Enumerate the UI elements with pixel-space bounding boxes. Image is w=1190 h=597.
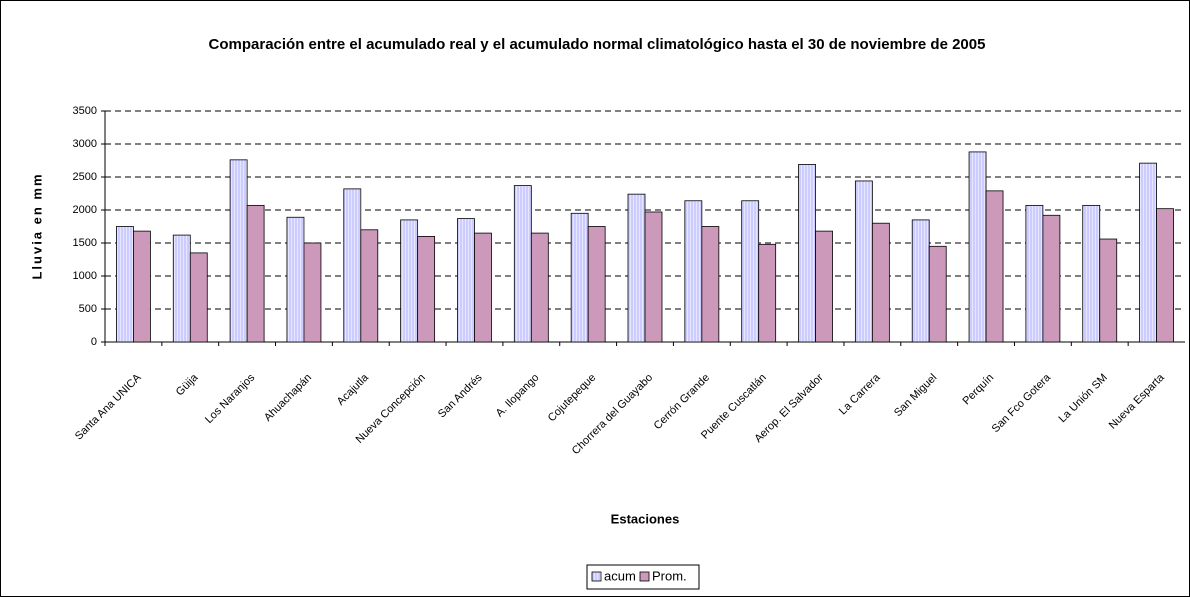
bar [343,188,362,343]
bar [513,185,532,343]
bar [741,200,760,343]
legend-swatch [591,571,602,582]
bar [360,229,379,343]
bar [871,222,890,343]
y-tick-label: 3500 [73,105,97,117]
y-tick-label: 2500 [73,171,97,183]
bar [229,159,248,343]
chart-title: Comparación entre el acumulado real y el… [209,36,986,53]
bar [815,230,833,343]
bar [1025,204,1044,343]
bar [1139,162,1157,343]
bar [587,226,606,343]
bar [400,219,419,343]
bar [189,252,208,343]
bar [1042,214,1061,343]
bar [684,200,703,343]
bar [854,180,873,343]
bar [417,235,436,343]
x-axis-title: Estaciones [611,511,680,526]
bar [246,204,265,343]
bar [116,226,134,343]
bar [758,243,777,343]
bar [457,218,475,343]
legend-label: Prom. [652,568,687,583]
y-tick-label: 500 [79,303,97,315]
legend-label: acum [604,568,636,583]
bar [1082,204,1101,343]
bar [1156,208,1174,343]
bar [968,151,987,343]
y-tick-label: 1500 [73,237,97,249]
bar [474,232,492,343]
bar [644,211,663,343]
bar [985,190,1004,343]
y-tick-label: 1000 [73,270,97,282]
y-axis-title: Lluvia en mm [29,172,44,279]
bar [911,219,930,343]
bar [133,230,151,343]
bar [627,193,646,343]
y-tick-label: 0 [91,336,97,348]
bar [701,226,720,343]
bar [530,232,549,343]
legend-swatch [639,571,650,582]
bar [798,164,816,343]
bar [570,212,589,343]
legend: acum Prom. [586,564,700,590]
bar [303,242,322,343]
bar [286,216,305,343]
bar [928,245,947,343]
y-tick-label: 2000 [73,204,97,216]
y-tick-label: 3000 [73,138,97,150]
bar [1099,238,1118,343]
bar [172,234,191,343]
